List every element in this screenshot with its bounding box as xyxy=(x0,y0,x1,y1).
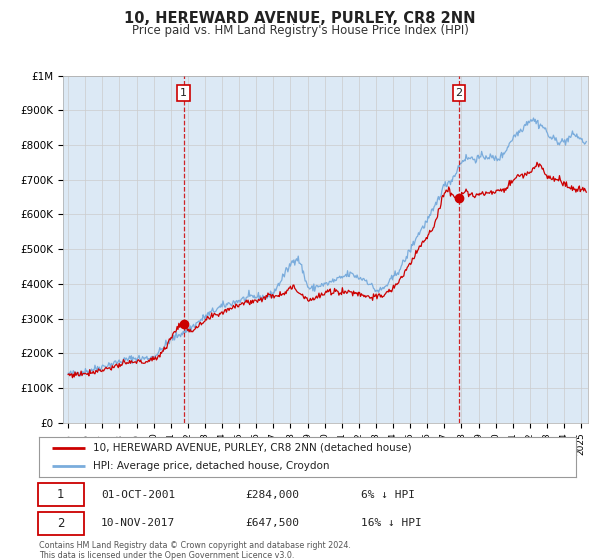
Text: Contains HM Land Registry data © Crown copyright and database right 2024.
This d: Contains HM Land Registry data © Crown c… xyxy=(39,541,351,560)
Text: £647,500: £647,500 xyxy=(246,519,300,529)
Text: 2: 2 xyxy=(57,517,64,530)
Text: HPI: Average price, detached house, Croydon: HPI: Average price, detached house, Croy… xyxy=(93,461,329,471)
Text: 6% ↓ HPI: 6% ↓ HPI xyxy=(361,489,415,500)
Text: 01-OCT-2001: 01-OCT-2001 xyxy=(101,489,175,500)
Text: 10, HEREWARD AVENUE, PURLEY, CR8 2NN: 10, HEREWARD AVENUE, PURLEY, CR8 2NN xyxy=(124,11,476,26)
Text: £284,000: £284,000 xyxy=(246,489,300,500)
Text: 1: 1 xyxy=(180,88,187,98)
FancyBboxPatch shape xyxy=(38,512,83,535)
Text: 16% ↓ HPI: 16% ↓ HPI xyxy=(361,519,422,529)
FancyBboxPatch shape xyxy=(38,483,83,506)
Text: 2: 2 xyxy=(455,88,463,98)
Text: 1: 1 xyxy=(57,488,64,501)
Text: 10, HEREWARD AVENUE, PURLEY, CR8 2NN (detached house): 10, HEREWARD AVENUE, PURLEY, CR8 2NN (de… xyxy=(93,443,412,452)
Text: Price paid vs. HM Land Registry's House Price Index (HPI): Price paid vs. HM Land Registry's House … xyxy=(131,24,469,36)
Text: 10-NOV-2017: 10-NOV-2017 xyxy=(101,519,175,529)
